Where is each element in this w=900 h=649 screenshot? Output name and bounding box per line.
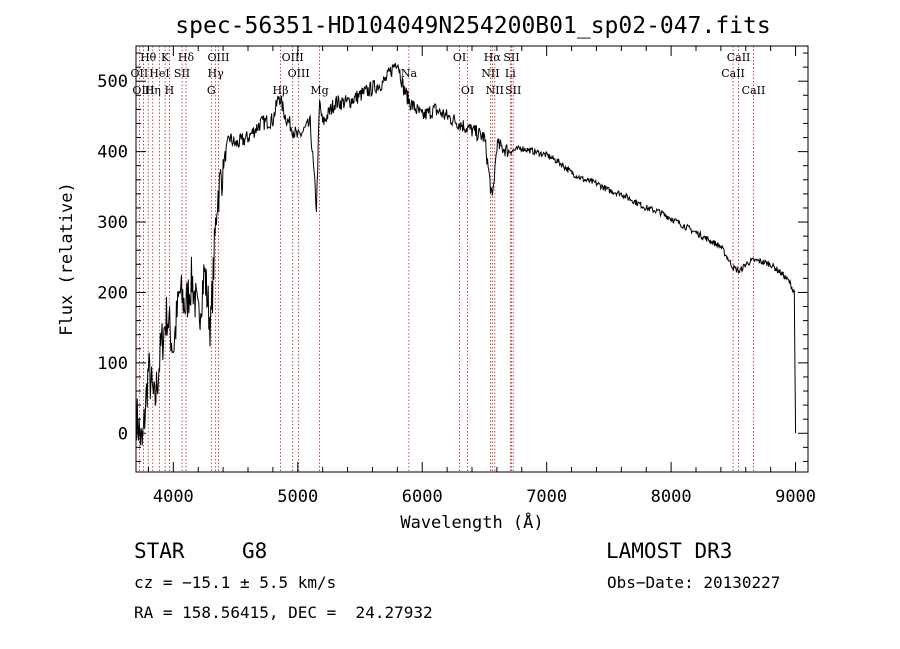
y-tick-label: 400 (97, 143, 128, 163)
spectral-line-label: SII (503, 51, 519, 64)
spectral-line-label: Hδ (178, 51, 195, 64)
series-line-0 (135, 63, 797, 446)
spectral-line-label: H (165, 84, 175, 97)
x-tick-label: 5000 (277, 487, 318, 507)
spectral-line-label: OI (453, 51, 466, 64)
spectral-line-label: SII (505, 84, 521, 97)
spectral-line-label: Hβ (273, 84, 289, 97)
spectral-line-label: NII (481, 67, 499, 80)
spectral-line-label: HeI (149, 67, 169, 80)
spectral-line-label: Hθ (140, 51, 157, 64)
spectral-line-label: SII (174, 67, 190, 80)
spectral-line-label: OIII (288, 67, 310, 80)
x-tick-label: 6000 (402, 487, 443, 507)
spectral-line-label: CaII (721, 67, 745, 80)
spectral-line-label: OIII (207, 51, 229, 64)
axis-ticks: 4000 5000 6000 7000 8000 9000 0 100 200 300 400 500 (97, 46, 816, 507)
survey-label: LAMOST DR3 (606, 539, 733, 563)
x-tick-label: 4000 (153, 487, 194, 507)
spectral-line-label: OII (131, 67, 149, 80)
x-tick-label: 8000 (651, 487, 692, 507)
obs-date: Obs−Date: 20130227 (607, 573, 781, 592)
spectral-line-label: Mg (310, 84, 328, 97)
object-type: STAR (134, 539, 185, 563)
y-tick-label: 0 (118, 424, 128, 444)
x-tick-label: 9000 (775, 487, 816, 507)
spectral-line-label: Hη (145, 84, 161, 97)
ra-dec-readout: RA = 158.56415, DEC = 24.27932 (134, 603, 433, 622)
x-tick-label: 7000 (526, 487, 567, 507)
chart-title: spec-56351-HD104049N254200B01_sp02-047.f… (175, 13, 770, 39)
y-axis-label: Flux (relative) (57, 182, 77, 336)
plot-frame (135, 45, 809, 473)
series-layer (135, 63, 797, 446)
spectral-line-label: Hγ (208, 67, 225, 80)
spectral-line-label: NII (486, 84, 504, 97)
spectral-line-label: CaII (727, 51, 751, 64)
spectral-line-label: K (161, 51, 170, 64)
y-tick-label: 200 (97, 283, 128, 303)
y-tick-label: 500 (97, 72, 128, 92)
spectral-line-label: OI (461, 84, 474, 97)
spectral-line-labels: Hθ OII OIII K HeI Hη H SII Hδ OIII Hγ G OIII OIII Hβ Mg… (131, 51, 766, 97)
y-tick-label: 300 (97, 213, 128, 233)
x-axis-label: Wavelength (Å) (400, 511, 543, 533)
subclass: G8 (242, 539, 268, 563)
spectral-line-label: CaII (742, 84, 766, 97)
y-tick-label: 100 (97, 354, 128, 374)
spectral-line-label: G (207, 84, 216, 97)
spectral-line-label: OIII (132, 84, 154, 97)
spectral-line-label: OIII (282, 51, 304, 64)
spectral-line-label: Hα (484, 51, 502, 64)
cz-readout: cz = −15.1 ± 5.5 km/s (134, 573, 337, 592)
spectral-line-label: Li (505, 67, 516, 80)
spectral-line-markers (138, 46, 754, 472)
spectral-line-label: Na (401, 67, 418, 80)
